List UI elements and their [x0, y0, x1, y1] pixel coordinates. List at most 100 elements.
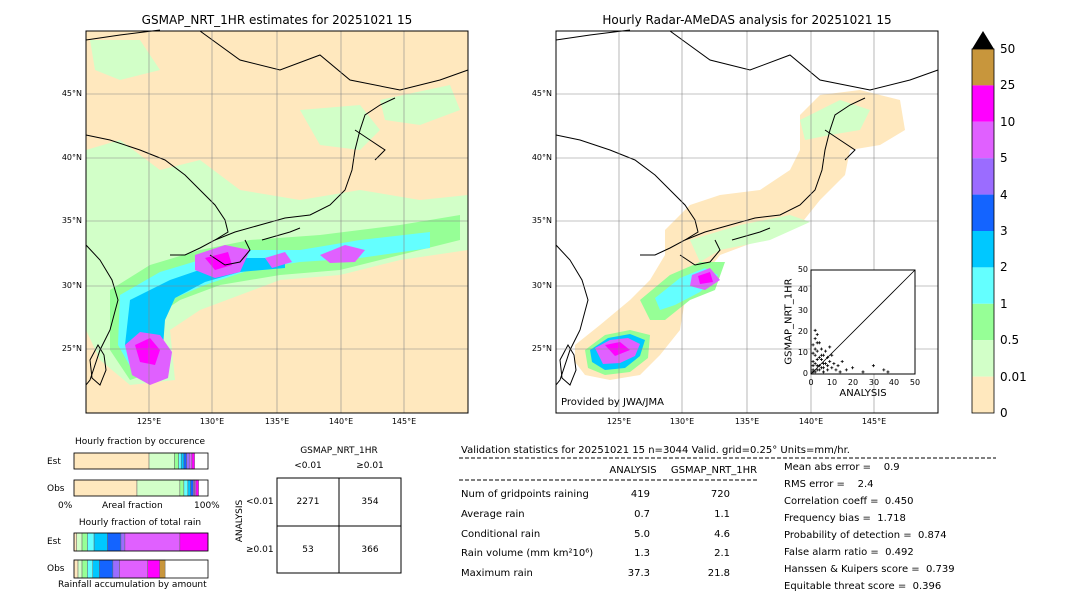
- total-rain-est-label: Est: [47, 537, 61, 547]
- total-rain-est-segment: [93, 532, 108, 552]
- scatter-xtick-20: 20: [847, 378, 859, 387]
- right-map-grid: [556, 31, 938, 413]
- right-map-south-green: [585, 330, 650, 375]
- colorbar-swatch: [972, 340, 994, 377]
- scatter-point: [815, 368, 819, 372]
- contingency-col2: ≥0.01: [356, 461, 384, 471]
- scatter-point: [826, 368, 830, 372]
- left-lat-40: 40°N: [61, 153, 82, 162]
- scatter-point: [819, 353, 823, 357]
- occurrence-est-segment: [180, 452, 185, 470]
- validation-row-analysis: 419: [630, 489, 650, 500]
- validation-row-analysis: 37.3: [627, 568, 650, 579]
- score-hk: Hanssen & Kuipers score = 0.739: [784, 564, 955, 575]
- scatter-point: [844, 368, 848, 372]
- scatter-point: [826, 355, 830, 359]
- total-rain-obs-label: Obs: [47, 564, 65, 574]
- occurrence-obs-segment: [73, 479, 138, 497]
- right-map-light-rain: [800, 100, 870, 140]
- cb-label-4: 4: [1000, 188, 1008, 202]
- left-map-heavy-east: [320, 245, 365, 263]
- scatter-point: [811, 360, 815, 364]
- validation-row-gsmap: 2.1: [714, 548, 730, 559]
- left-lat-35: 35°N: [61, 216, 82, 225]
- right-map-coast-asia: [555, 29, 939, 386]
- total-rain-obs-segment: [112, 559, 120, 579]
- contingency-c21: 53: [302, 545, 314, 555]
- scatter-ytick-0: 0: [802, 369, 808, 378]
- left-map-band-cyan: [118, 232, 430, 375]
- occurrence-obs-segment: [179, 479, 185, 497]
- occurrence-axis-mid: Areal fraction: [102, 501, 163, 511]
- scatter-xtick-50: 50: [909, 378, 921, 387]
- cb-label-0: 0: [1000, 406, 1008, 420]
- validation-row-gsmap: 4.6: [714, 529, 730, 540]
- left-lon-145: 145°E: [391, 417, 417, 426]
- total-rain-est-segment: [81, 532, 88, 552]
- left-lon-130: 130°E: [199, 417, 225, 426]
- colorbar-swatch: [972, 376, 994, 413]
- scatter-point: [811, 343, 815, 347]
- contingency-c12: 354: [361, 497, 379, 507]
- occurrence-obs-segment: [183, 479, 189, 497]
- scatter-point: [811, 351, 815, 355]
- score-frequency-bias: Frequency bias = 1.718: [784, 513, 906, 524]
- scatter-xtick-40: 40: [888, 378, 900, 387]
- colorbar-swatch: [972, 303, 994, 341]
- score-ets: Equitable threat score = 0.396: [784, 581, 942, 592]
- scatter-point: [838, 370, 842, 374]
- scatter-point: [834, 368, 838, 372]
- total-rain-obs-segment: [87, 559, 94, 579]
- scatter-point: [813, 337, 817, 341]
- total-rain-est-segment: [120, 532, 126, 552]
- left-map-light-rain: [86, 140, 468, 385]
- score-pod: Probability of detection = 0.874: [784, 530, 947, 541]
- scatter-point: [871, 364, 875, 368]
- scatter-point: [821, 362, 825, 366]
- left-map-band-blue: [125, 258, 285, 368]
- left-map-heavy-south: [125, 332, 172, 385]
- scatter-point: [813, 328, 817, 332]
- scatter-ytick-30: 30: [797, 306, 808, 315]
- total-rain-obs-segment: [99, 559, 114, 579]
- validation-row-label: Rain volume (mm km²10⁶): [461, 548, 594, 559]
- total-rain-obs-segment: [159, 559, 166, 579]
- total-rain-obs-segment: [119, 559, 148, 579]
- left-lon-125: 125°E: [136, 417, 162, 426]
- scatter-point: [824, 362, 828, 366]
- occurrence-est-label: Est: [47, 457, 61, 467]
- left-map-heavy-kyushu: [195, 245, 250, 278]
- left-lat-45: 45°N: [61, 89, 82, 98]
- total-rain-est-segment: [107, 532, 122, 552]
- scatter-point: [817, 364, 821, 368]
- contingency-row1: <0.01: [246, 497, 274, 507]
- scatter-xtick-0: 0: [808, 378, 814, 387]
- total-rain-obs-segment: [147, 559, 161, 579]
- total-rain-est-segment: [87, 532, 95, 552]
- left-map-heavy-mid: [265, 252, 292, 268]
- cb-label-3: 3: [1000, 224, 1008, 238]
- left-map-heavy-kyushu-core: [205, 252, 232, 270]
- occurrence-est-frame: [73, 452, 209, 470]
- occurrence-obs-frame: [73, 479, 209, 497]
- right-lon-145: 145°E: [861, 417, 887, 426]
- contingency-col1: <0.01: [294, 461, 322, 471]
- validation-row-label: Num of gridpoints raining: [461, 489, 589, 500]
- validation-col-gsmap: GSMAP_NRT_1HR: [670, 465, 758, 476]
- scatter-point: [832, 362, 836, 366]
- scatter-point: [811, 364, 815, 368]
- right-map-band-cyan: [655, 268, 718, 310]
- left-map-light-rain-east: [380, 85, 460, 125]
- validation-row-gsmap: 1.1: [714, 509, 730, 520]
- scatter-ytick-50: 50: [797, 265, 808, 274]
- scatter-point: [811, 370, 815, 374]
- validation-row-label: Maximum rain: [461, 568, 533, 579]
- occurrence-est-segment: [73, 452, 150, 470]
- right-map-south-heavy: [595, 338, 640, 364]
- validation-row-gsmap: 720: [710, 489, 730, 500]
- left-map-landmass: [86, 31, 468, 90]
- total-rain-title: Hourly fraction of total rain: [78, 518, 202, 528]
- scatter-point: [813, 362, 817, 366]
- occurrence-axis-right: 100%: [194, 501, 220, 511]
- validation-row-label: Conditional rain: [461, 529, 541, 540]
